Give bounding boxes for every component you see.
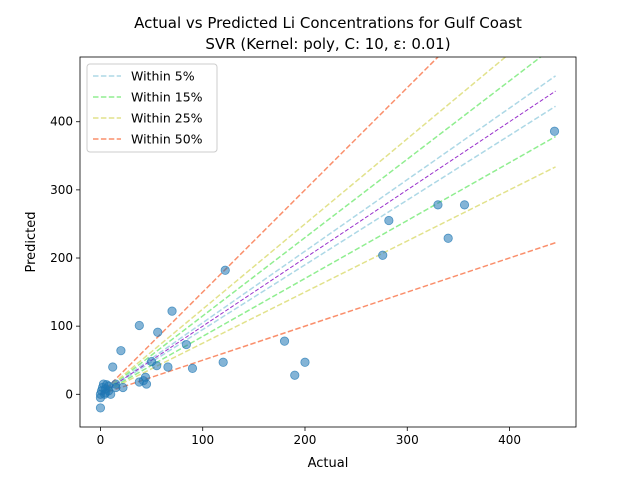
legend-label: Within 25% [131,111,203,126]
band-line-1-lower [100,135,556,395]
legend-label: Within 50% [131,132,203,147]
y-tick-label: 100 [50,319,73,333]
band-line-2-upper [99,57,507,395]
band-lines [99,57,556,396]
data-point-16 [116,346,126,356]
data-point-30 [218,357,228,367]
data-point-29 [187,363,198,373]
band-line-3-lower [100,241,556,396]
x-tick-label: 300 [396,433,419,447]
data-point-35 [378,250,388,260]
legend-label: Within 5% [131,69,195,84]
data-point-34 [300,357,310,367]
band-line-0-lower [100,105,556,395]
data-point-19 [134,320,144,331]
data-point-22 [141,379,152,389]
data-point-37 [433,200,443,210]
y-tick-label: 0 [65,387,73,401]
legend-label: Within 15% [131,90,203,105]
data-point-39 [459,200,470,210]
y-tick-label: 400 [50,115,73,129]
legend: Within 5% Within 15% Within 25% Within 50% [86,63,218,153]
data-point-24 [152,361,162,371]
chart-subtitle: SVR (Kernel: poly, C: 10, ε: 0.01) [205,35,450,53]
data-point-38 [443,233,453,243]
y-axis-label: Predicted [24,211,39,272]
band-line-2-lower [100,166,556,395]
plot-frame [79,56,577,428]
data-point-13 [108,362,118,372]
y-axis-ticks: 0 100 200 300 400 [50,115,80,401]
chart-title: Actual vs Predicted Li Concentrations fo… [134,14,522,32]
data-point-17 [118,382,128,393]
data-point-40 [549,126,560,136]
y-tick-label: 300 [50,183,73,197]
x-axis-ticks: 0 100 200 300 400 [97,427,521,447]
data-point-25 [153,327,163,337]
data-point-27 [167,306,177,316]
x-tick-label: 200 [294,433,317,447]
data-point-33 [290,370,300,380]
data-point-28 [181,339,191,350]
band-line-0-upper [100,75,556,395]
data-point-32 [279,336,290,346]
data-point-0 [95,403,106,413]
data-points [95,126,560,413]
band-line-1-upper [99,57,542,395]
data-point-26 [163,362,173,372]
reference-line [100,90,556,395]
data-point-12 [106,389,116,399]
x-tick-label: 0 [97,433,105,447]
x-tick-label: 400 [498,433,521,447]
data-point-31 [220,265,230,275]
y-tick-label: 200 [50,251,73,265]
x-tick-label: 100 [191,433,214,447]
legend-box [86,63,218,153]
x-axis-label: Actual [308,456,349,471]
data-point-36 [384,215,394,226]
band-line-3-upper [99,57,439,395]
